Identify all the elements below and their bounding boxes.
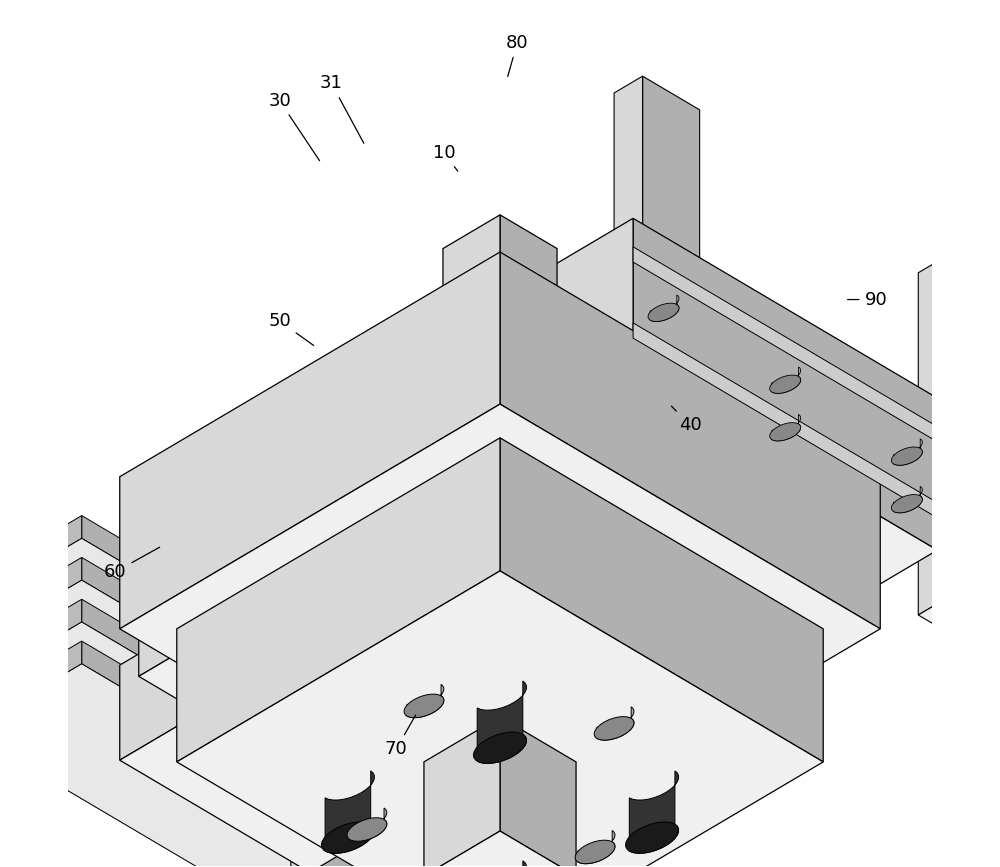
Polygon shape [772, 367, 801, 394]
Polygon shape [215, 609, 405, 817]
Polygon shape [650, 295, 679, 322]
Polygon shape [0, 538, 462, 831]
Polygon shape [500, 215, 557, 477]
Polygon shape [772, 414, 801, 441]
Polygon shape [82, 516, 462, 763]
Polygon shape [139, 582, 234, 676]
Polygon shape [633, 218, 937, 551]
Polygon shape [500, 252, 880, 629]
Polygon shape [177, 438, 500, 762]
Polygon shape [319, 694, 376, 867]
Polygon shape [120, 609, 215, 760]
Polygon shape [770, 422, 801, 441]
Polygon shape [443, 443, 557, 511]
Polygon shape [597, 707, 634, 740]
Polygon shape [291, 694, 319, 867]
Polygon shape [918, 598, 1000, 649]
Text: 50: 50 [268, 312, 314, 345]
Text: 40: 40 [671, 406, 702, 434]
Polygon shape [120, 252, 500, 629]
Polygon shape [120, 404, 880, 853]
Polygon shape [575, 840, 615, 864]
Polygon shape [629, 771, 679, 853]
Polygon shape [538, 370, 937, 606]
Polygon shape [234, 582, 367, 699]
Polygon shape [350, 808, 387, 841]
Polygon shape [0, 623, 462, 867]
Polygon shape [500, 438, 823, 762]
Polygon shape [473, 732, 526, 764]
Polygon shape [139, 620, 367, 755]
Text: 30: 30 [268, 92, 320, 160]
Polygon shape [477, 861, 526, 867]
Polygon shape [894, 439, 922, 466]
Polygon shape [894, 486, 922, 512]
Polygon shape [891, 447, 922, 466]
Polygon shape [0, 599, 82, 689]
Polygon shape [407, 684, 444, 718]
Polygon shape [648, 303, 679, 322]
Polygon shape [770, 375, 801, 394]
Polygon shape [347, 818, 387, 841]
Text: 10: 10 [433, 144, 458, 171]
Polygon shape [625, 822, 679, 853]
Polygon shape [614, 76, 643, 435]
Polygon shape [321, 822, 374, 853]
Polygon shape [82, 599, 462, 847]
Text: 70: 70 [385, 715, 416, 758]
Polygon shape [891, 494, 922, 513]
Text: 90: 90 [848, 290, 887, 309]
Text: 80: 80 [506, 34, 529, 76]
Polygon shape [500, 717, 576, 867]
Polygon shape [0, 557, 82, 648]
Polygon shape [614, 419, 700, 469]
Polygon shape [424, 831, 576, 867]
Polygon shape [82, 641, 462, 867]
Polygon shape [325, 771, 374, 853]
Polygon shape [477, 681, 526, 763]
Polygon shape [0, 664, 462, 867]
Polygon shape [918, 256, 947, 615]
Polygon shape [443, 215, 500, 477]
Text: 60: 60 [104, 547, 160, 581]
Polygon shape [0, 580, 462, 867]
Polygon shape [0, 580, 462, 867]
Polygon shape [633, 323, 937, 518]
Polygon shape [120, 704, 405, 867]
Polygon shape [643, 76, 700, 452]
Polygon shape [0, 516, 82, 606]
Polygon shape [578, 831, 615, 864]
Polygon shape [0, 664, 462, 867]
Polygon shape [0, 538, 462, 831]
Polygon shape [0, 623, 462, 867]
Polygon shape [0, 641, 82, 731]
Text: 31: 31 [320, 75, 364, 143]
Polygon shape [947, 256, 1000, 632]
Polygon shape [538, 218, 633, 427]
Polygon shape [594, 717, 634, 740]
Polygon shape [424, 717, 500, 867]
Polygon shape [633, 247, 937, 442]
Polygon shape [82, 557, 462, 805]
Polygon shape [177, 570, 823, 867]
Polygon shape [404, 694, 444, 718]
